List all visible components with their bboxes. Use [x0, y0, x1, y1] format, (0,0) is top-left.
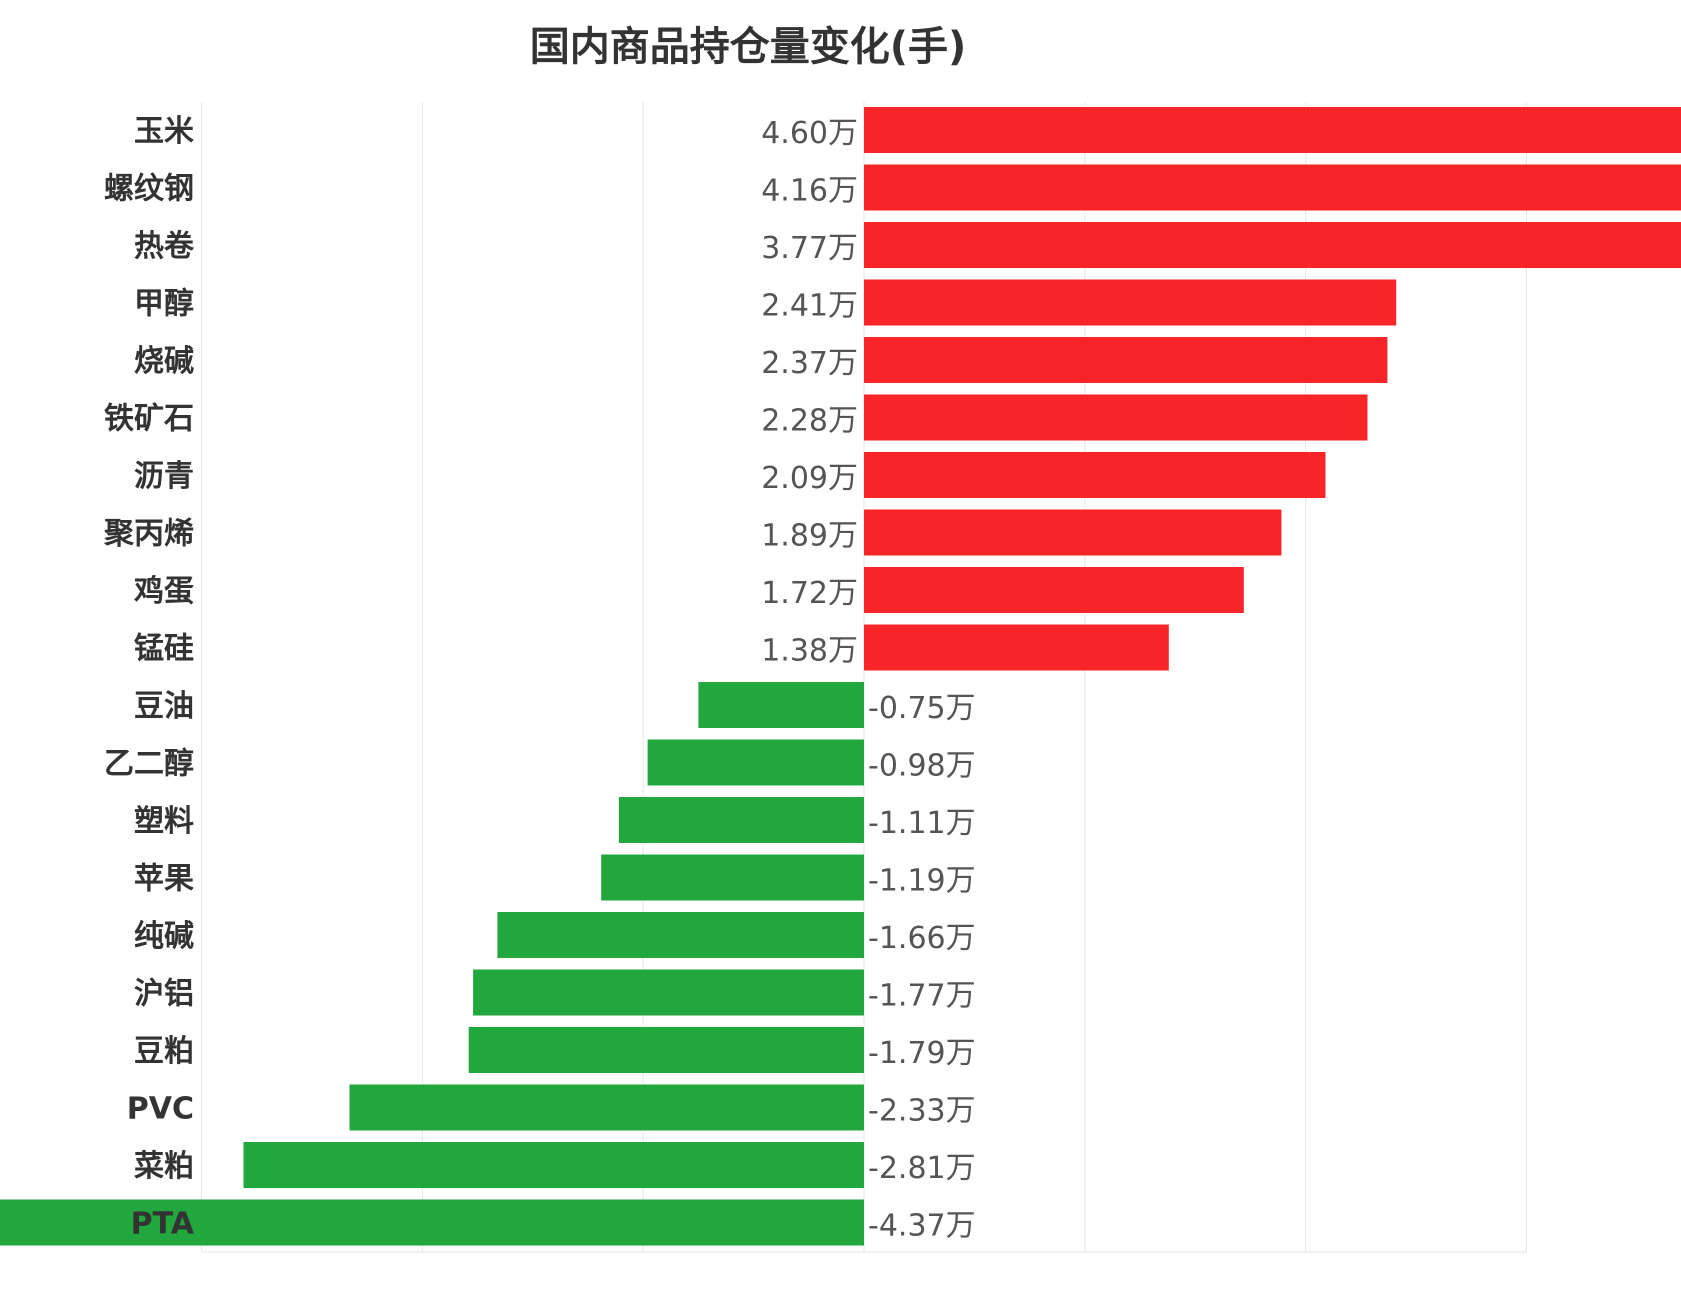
value-labels: 4.60万 4.16万 3.77万 2.41万 2.37万 2.28万 2.09万 1.89万… [761, 116, 975, 1244]
value-label: -1.77万 [868, 979, 976, 1014]
value-label: 1.38万 [761, 634, 858, 669]
bar [864, 509, 1282, 556]
bar [864, 452, 1326, 498]
value-label: 4.16万 [761, 174, 858, 209]
category-label: 甲醇 [134, 287, 194, 322]
category-label: 烧碱 [134, 344, 194, 379]
value-label: 2.28万 [761, 404, 858, 439]
bars [0, 107, 1681, 1246]
bar [243, 1142, 864, 1188]
value-label: -2.33万 [868, 1094, 976, 1129]
category-label: 菜粕 [134, 1149, 194, 1184]
value-label: -1.66万 [868, 921, 976, 956]
grid [201, 102, 1527, 1253]
value-label: -0.75万 [868, 691, 976, 726]
bar [864, 624, 1169, 671]
category-label: 沪铝 [134, 977, 194, 1012]
bar [473, 969, 864, 1016]
category-label: 纯碱 [134, 919, 194, 954]
category-label: 沥青 [134, 459, 194, 494]
bar [864, 107, 1681, 153]
bar [497, 912, 864, 958]
bar [618, 797, 864, 843]
category-label: 聚丙烯 [103, 517, 194, 552]
value-label: 2.37万 [761, 346, 858, 381]
bar [647, 739, 864, 786]
bar [468, 1027, 864, 1073]
bar [698, 682, 864, 728]
bar [864, 337, 1388, 383]
category-label: 乙二醇 [104, 747, 194, 782]
value-label: 2.41万 [761, 289, 858, 324]
category-label: 塑料 [134, 804, 194, 839]
category-label: 螺纹钢 [104, 172, 194, 207]
value-label: 1.72万 [761, 576, 858, 611]
category-label: 豆粕 [134, 1034, 194, 1069]
category-label: 鸡蛋 [134, 574, 194, 609]
value-label: 4.60万 [761, 116, 858, 151]
value-label: -0.98万 [868, 749, 976, 784]
bar [0, 1199, 864, 1246]
category-label: 热卷 [134, 229, 195, 264]
category-label: 豆油 [134, 689, 194, 724]
value-label: -1.19万 [868, 864, 976, 899]
bar [864, 394, 1368, 441]
bar [349, 1084, 864, 1131]
bar [864, 222, 1681, 268]
category-label: 锰硅 [134, 632, 194, 667]
value-label: -4.37万 [868, 1209, 976, 1244]
value-label: 1.89万 [761, 519, 858, 554]
chart-title: 国内商品持仓量变化(手) [530, 24, 967, 70]
category-label: PTA [131, 1207, 195, 1242]
value-label: -1.11万 [868, 806, 976, 841]
bar [864, 567, 1244, 613]
value-label: -1.79万 [868, 1036, 976, 1071]
category-label: 铁矿石 [104, 402, 194, 437]
value-label: -2.81万 [868, 1151, 976, 1186]
category-label: 苹果 [134, 862, 194, 897]
value-label: 3.77万 [761, 231, 858, 266]
value-label: 2.09万 [761, 461, 858, 496]
bar [601, 854, 864, 901]
category-label: PVC [127, 1092, 194, 1127]
category-label: 玉米 [134, 114, 194, 149]
bar [864, 279, 1397, 326]
bar [864, 164, 1681, 211]
